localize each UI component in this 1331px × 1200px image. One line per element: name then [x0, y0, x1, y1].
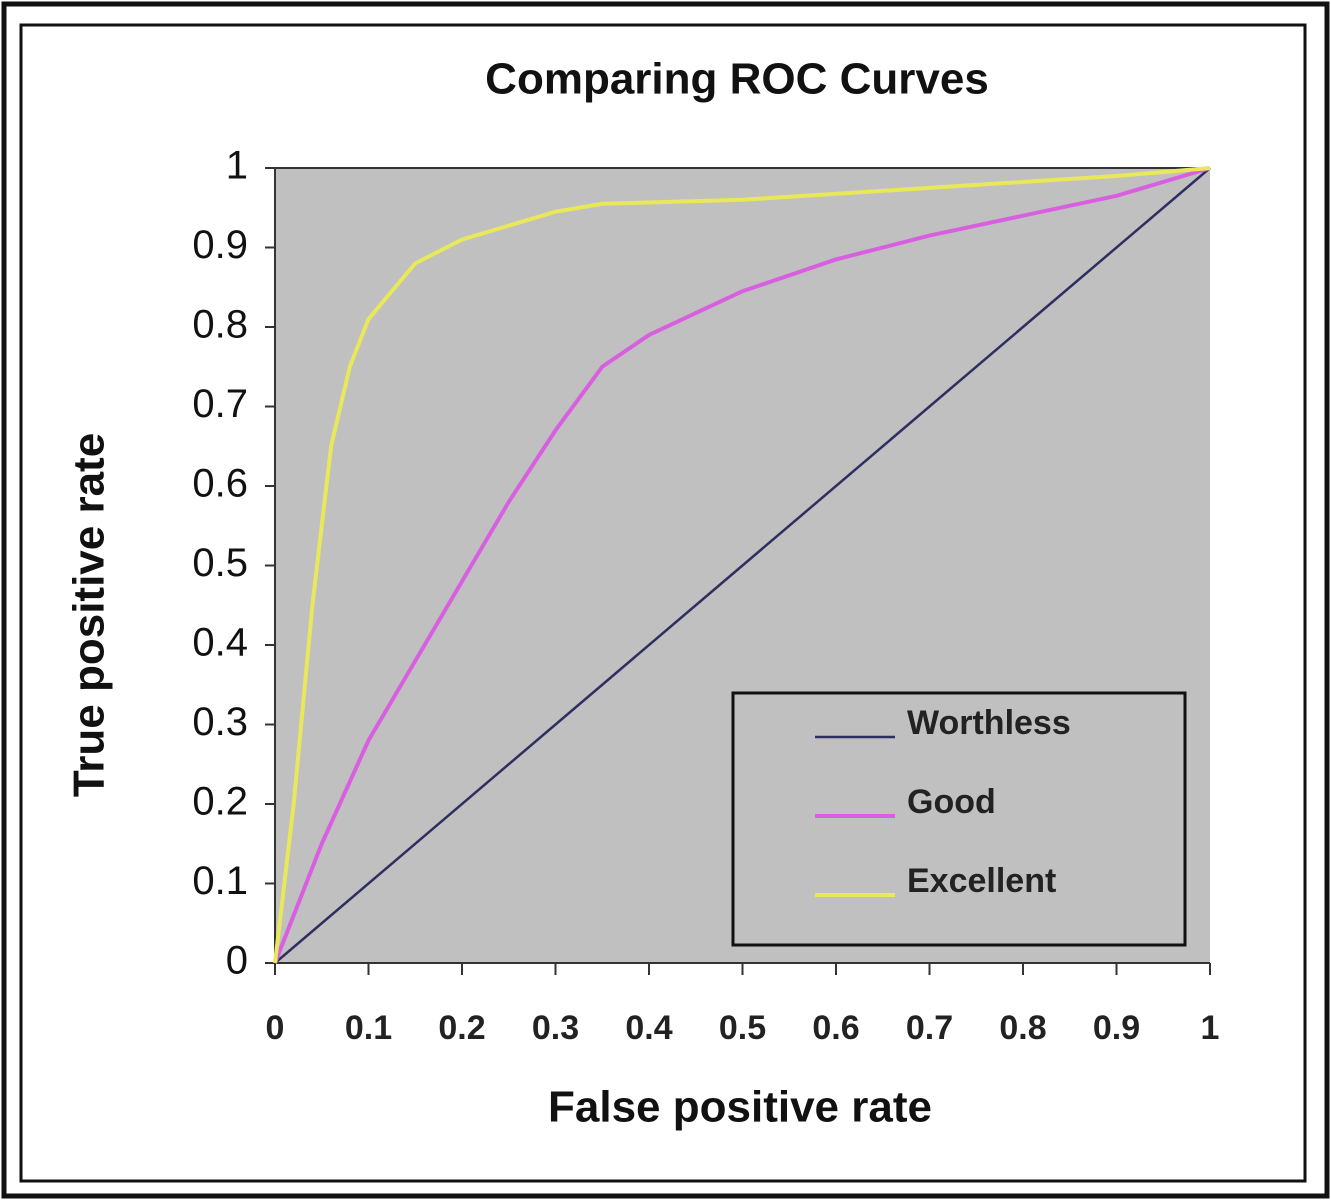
series-line [273, 166, 1211, 964]
y-axis-title: True positive rate [65, 433, 114, 797]
y-tick-label: 0.7 [192, 382, 248, 426]
x-tick-label: 0.5 [719, 1009, 766, 1047]
x-tick-label: 0.8 [999, 1009, 1046, 1047]
chart-title: Comparing ROC Curves [485, 55, 989, 104]
legend-label: Good [907, 783, 996, 821]
x-tick-label: 0.2 [438, 1009, 485, 1047]
x-tick-label: 0.4 [625, 1009, 672, 1047]
y-tick-label: 0.3 [192, 700, 248, 744]
legend-label: Excellent [907, 862, 1056, 900]
x-tick-label: 0.3 [532, 1009, 579, 1047]
x-tick-label: 1 [1201, 1009, 1220, 1047]
x-tick-label: 0.9 [1093, 1009, 1140, 1047]
legend-label: Worthless [907, 704, 1071, 742]
y-tick-label: 0.5 [192, 541, 248, 585]
y-tick-label: 0.6 [192, 462, 248, 506]
x-axis-title: False positive rate [548, 1083, 932, 1132]
y-tick-label: 0.8 [192, 303, 248, 347]
y-tick-label: 0.1 [192, 859, 248, 903]
y-tick-label: 0.4 [192, 621, 248, 665]
y-tick-label: 0.2 [192, 780, 248, 824]
x-tick-label: 0.6 [812, 1009, 859, 1047]
x-tick-label: 0.7 [906, 1009, 953, 1047]
x-tick-label: 0 [266, 1009, 285, 1047]
y-tick-label: 0.9 [192, 223, 248, 267]
series-line [274, 167, 1211, 964]
series-line [273, 166, 1211, 964]
x-tick-label: 0.1 [345, 1009, 392, 1047]
y-tick-label: 0 [226, 939, 248, 983]
y-tick-label: 1 [226, 144, 248, 188]
legend-box [731, 691, 1187, 947]
